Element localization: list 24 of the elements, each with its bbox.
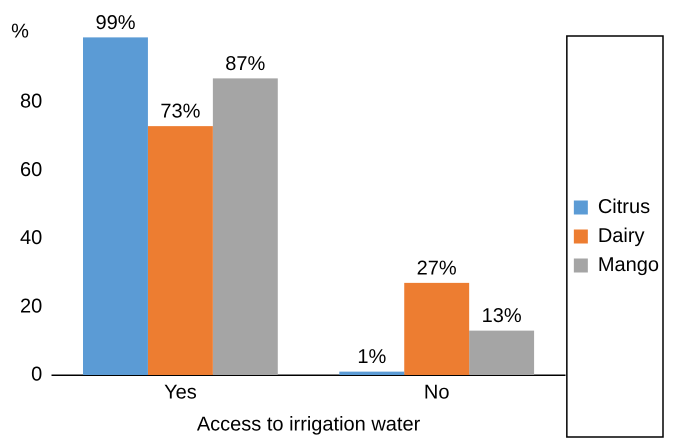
bar — [339, 372, 404, 375]
data-label: 13% — [482, 305, 522, 328]
legend-label: Dairy — [598, 225, 645, 248]
y-tick-label: 20 — [20, 295, 42, 318]
y-tick-label: 80 — [20, 90, 42, 113]
data-label: 1% — [357, 346, 386, 368]
data-label: 87% — [225, 52, 266, 75]
legend-label: Citrus — [598, 196, 650, 218]
bar — [148, 126, 213, 375]
y-tick-label: 0 — [31, 364, 42, 386]
x-tick-label: No — [424, 382, 450, 404]
bar — [212, 78, 278, 375]
bar — [404, 282, 470, 375]
y-axis-title: % — [11, 20, 30, 43]
y-tick-label: 40 — [20, 227, 42, 250]
bar — [83, 37, 148, 375]
data-label: 99% — [95, 12, 136, 34]
y-tick-label: 60 — [20, 158, 42, 181]
legend-label: Mango — [598, 254, 660, 276]
bar — [469, 330, 534, 375]
data-label: 27% — [416, 257, 457, 280]
x-axis-title: Access to irrigation water — [196, 414, 421, 436]
x-tick-label: Yes — [164, 382, 197, 404]
data-label: 73% — [160, 100, 201, 123]
